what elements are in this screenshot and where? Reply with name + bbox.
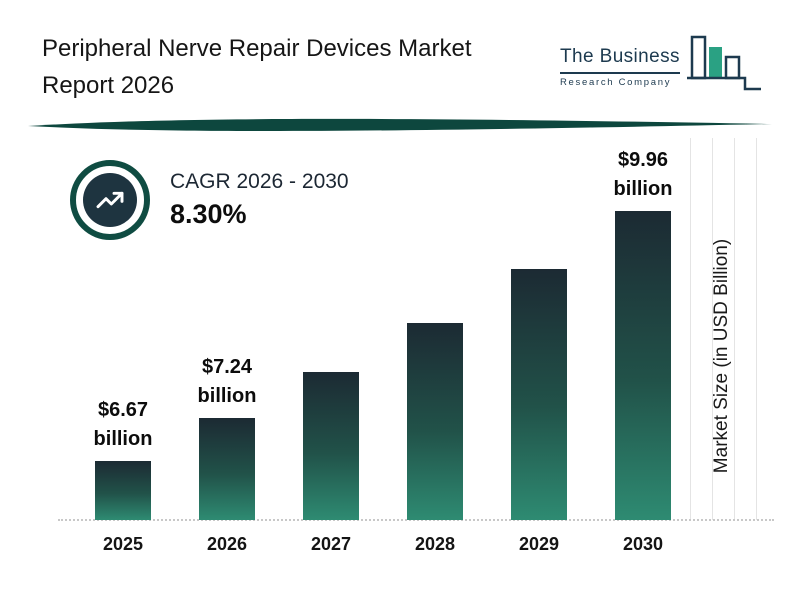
x-axis-baseline: [58, 519, 774, 521]
x-tick-label: 2029: [518, 534, 560, 554]
bar-2028: [407, 323, 463, 520]
bar-2030: [615, 211, 671, 520]
gridline: [690, 138, 691, 520]
x-tick-label: 2028: [414, 534, 456, 554]
x-tick-label: 2025: [102, 534, 144, 554]
page-title-line2: Report 2026: [42, 72, 175, 99]
x-tick-label: 2027: [310, 534, 352, 554]
gridline: [756, 138, 757, 520]
bar-2026: [199, 418, 255, 520]
y-axis-label: Market Size (in USD Billion): [711, 238, 732, 474]
cagr-badge: [70, 160, 150, 240]
x-tick-label: 2026: [206, 534, 248, 554]
bar-column-2025: $6.67 billion 2025: [73, 396, 173, 554]
bar-2025: [95, 461, 151, 520]
cagr-label: CAGR 2026 - 2030: [170, 170, 349, 193]
page-title-line1: Peripheral Nerve Repair Devices Market: [42, 35, 472, 62]
brand-name: The Business: [560, 46, 680, 67]
brand-subname: Research Company: [560, 77, 672, 88]
brand-rule: [560, 72, 680, 74]
value-label: $6.67 billion: [93, 399, 153, 450]
cagr-value: 8.30%: [170, 199, 247, 229]
value-label: $9.96 billion: [613, 149, 673, 200]
x-tick-label: 2030: [622, 534, 664, 554]
gridline: [734, 138, 735, 520]
bar-column-2028: 2028: [385, 316, 485, 554]
brand-logo: The Business Research Company: [560, 34, 763, 96]
divider-swoosh: [28, 118, 772, 132]
bar-2029: [511, 269, 567, 520]
gridline: [712, 138, 713, 520]
bar-column-2030: $9.96 billion 2030: [593, 146, 693, 554]
bar-column-2029: 2029: [489, 262, 589, 554]
value-label: $7.24 billion: [197, 356, 257, 407]
logo-bars-icon: [686, 35, 761, 91]
bar-column-2026: $7.24 billion 2026: [177, 353, 277, 554]
trending-up-icon: [96, 191, 124, 209]
cagr-badge-inner: [83, 173, 137, 227]
bar-column-2027: 2027: [281, 365, 381, 554]
brand-logo-text: The Business Research Company: [560, 34, 680, 88]
page-title: Peripheral Nerve Repair Devices Market R…: [42, 30, 562, 104]
bar-2027: [303, 372, 359, 520]
